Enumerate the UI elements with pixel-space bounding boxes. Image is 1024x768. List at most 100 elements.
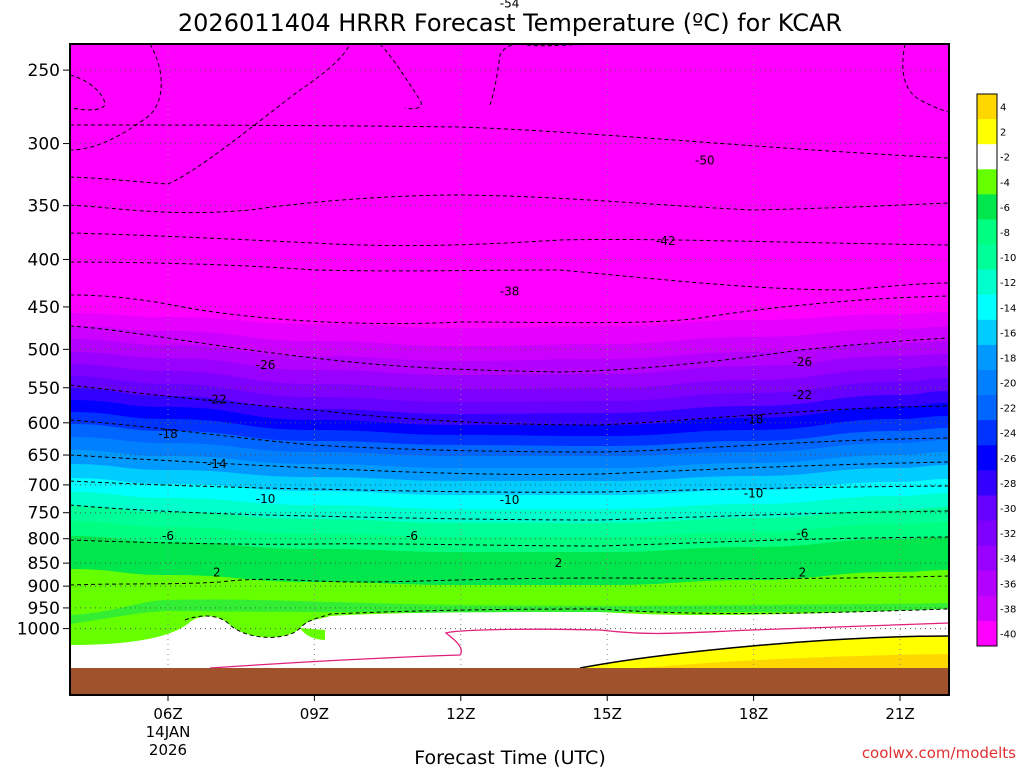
contour-label: -26: [793, 355, 813, 369]
y-axis: 250 300 350 400 450 500 550 600 650 700 750 800 850 9…: [17, 61, 70, 640]
wet-bulb-line: [209, 622, 949, 669]
x-tick-label: 12Z: [446, 705, 475, 723]
isotherm-contour: [70, 384, 949, 426]
contour-label: -14: [207, 457, 227, 471]
plot-area: [70, 44, 949, 695]
x-tick-label: 18Z: [739, 705, 768, 723]
contour-label: 2: [799, 565, 807, 579]
colorbar-swatch: [977, 194, 997, 220]
isotherm-contour: [70, 536, 949, 547]
chart-title: 2026011404 HRRR Forecast Temperature (ºC…: [178, 9, 842, 37]
colorbar-label: -32: [1000, 529, 1016, 540]
y-tick-label: 400: [28, 250, 60, 270]
colorbar-label: -16: [1000, 328, 1016, 339]
colorbar-label: -12: [1000, 278, 1016, 289]
colorbar-swatch: [977, 294, 997, 321]
isotherm-contour: [70, 194, 949, 214]
colorbar-label: -2: [1000, 153, 1010, 164]
isotherm-contour: [70, 124, 949, 159]
colorbar-label: -18: [1000, 353, 1016, 364]
colorbar-swatch: [977, 94, 997, 120]
x-tick-label: 06Z: [153, 705, 182, 723]
contour-label: -22: [793, 388, 813, 402]
y-tick-label: 550: [28, 379, 60, 399]
isotherm-contour: [70, 261, 949, 291]
isotherm-contour: [902, 44, 949, 113]
x-date-label: 14JAN: [146, 723, 191, 741]
colorbar-label: -10: [1000, 253, 1016, 264]
contour-label: -6: [162, 529, 174, 543]
y-tick-label: 300: [28, 135, 60, 155]
contour-label: -54: [500, 0, 520, 11]
colorbar-swatch: [977, 545, 997, 572]
y-tick-label: 250: [28, 61, 60, 81]
contour-label: -10: [500, 493, 520, 507]
plot-frame: [69, 43, 950, 696]
isotherm-contour: [70, 325, 949, 373]
y-tick-label: 900: [28, 577, 60, 597]
colorbar-label: -20: [1000, 379, 1016, 390]
colorbar-swatch: [977, 144, 997, 170]
colorbar-label: -22: [1000, 404, 1016, 415]
x-tick-label: 15Z: [593, 705, 622, 723]
contour-label: 2: [213, 565, 221, 579]
colorbar-swatch: [977, 620, 997, 647]
y-tick-label: 750: [28, 504, 60, 524]
colorbar-swatch: [977, 119, 997, 145]
contour-label: -10: [256, 492, 276, 506]
colorbar-swatch: [977, 445, 997, 471]
colorbar-label: -38: [1000, 604, 1016, 615]
contour-label: -18: [744, 412, 764, 426]
x-tick-label: 21Z: [885, 705, 914, 723]
isotherm-contour: [70, 74, 106, 111]
y-tick-label: 850: [28, 554, 60, 574]
contour-label: -6: [406, 529, 418, 543]
colorbar-swatch: [977, 344, 997, 371]
temperature-band: [640, 654, 949, 668]
colorbar-label: -28: [1000, 479, 1016, 490]
isotherm-contour: [184, 608, 949, 638]
temperature-band: [300, 628, 325, 640]
isotherm-contour: [70, 419, 949, 453]
contour-label: -10: [744, 486, 764, 500]
contour-label: -50: [695, 154, 715, 168]
y-tick-label: 700: [28, 476, 60, 496]
y-tick-label: 600: [28, 414, 60, 434]
isotherm-contour: [70, 294, 949, 325]
colorbar-swatch: [977, 244, 997, 271]
x-tick-label: 09Z: [300, 705, 329, 723]
y-tick-label: 500: [28, 340, 60, 360]
colorbar-swatch: [977, 370, 997, 396]
y-tick-label: 350: [28, 197, 60, 217]
colorbar-swatch: [977, 169, 997, 195]
y-tick-label: 650: [28, 446, 60, 466]
colorbar-label: -8: [1000, 228, 1010, 239]
isotherm-contour: [70, 232, 949, 247]
credit-link[interactable]: coolwx.com/modelts: [862, 744, 1016, 762]
isotherm-contour: [70, 504, 949, 521]
isotherm-contour: [70, 480, 949, 493]
colorbar-frame: [976, 93, 998, 647]
colorbar-swatch: [977, 395, 997, 421]
isotherm-contour: [70, 575, 949, 586]
colorbar-swatch: [977, 520, 997, 547]
ground-fill: [70, 668, 949, 695]
colorbar-label: -30: [1000, 504, 1016, 515]
isotherm-contour: [70, 44, 351, 185]
contour-label: 2: [555, 556, 563, 570]
y-tick-label: 450: [28, 298, 60, 318]
contour-label: -22: [207, 392, 227, 406]
colorbar-swatch: [977, 269, 997, 296]
contour-label: -18: [158, 427, 178, 441]
contour-label: -42: [656, 234, 676, 248]
colorbar-swatch: [977, 495, 997, 522]
contour-lines: [70, 44, 949, 669]
colorbar-swatch: [977, 219, 997, 246]
colorbar-swatch: [977, 595, 997, 622]
colorbar-label: -40: [1000, 629, 1016, 640]
colorbar-swatch: [977, 570, 997, 597]
contour-label: -38: [500, 284, 520, 298]
